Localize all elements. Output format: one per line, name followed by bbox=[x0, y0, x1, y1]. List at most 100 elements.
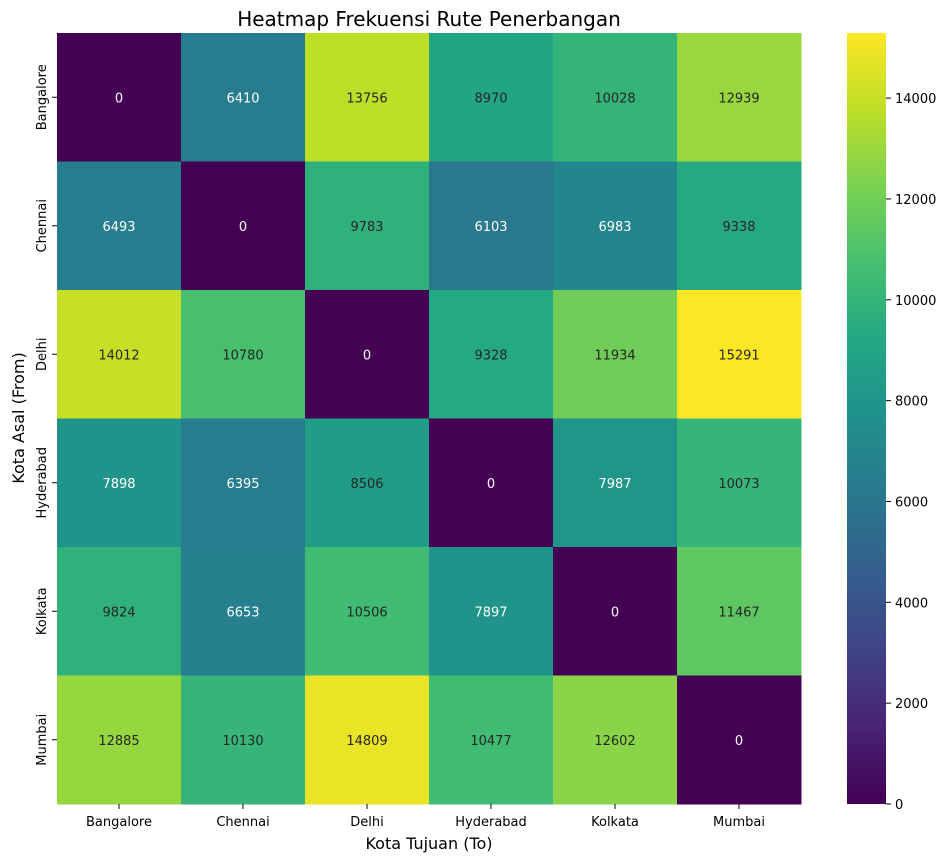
heatmap-cell bbox=[553, 675, 678, 805]
x-axis-label: Kota Tujuan (To) bbox=[365, 834, 492, 853]
heatmap-cell bbox=[677, 418, 802, 548]
x-tick-label: Chennai bbox=[216, 815, 269, 830]
x-tick-label: Mumbai bbox=[713, 815, 765, 830]
y-tick-label: Bangalore bbox=[35, 64, 50, 130]
cell-value-label: 11467 bbox=[718, 605, 759, 620]
y-tick-label: Kolkata bbox=[35, 587, 50, 635]
heatmap-cell bbox=[305, 547, 430, 676]
cell-value-label: 12939 bbox=[718, 91, 759, 106]
cell-value-label: 12602 bbox=[594, 734, 635, 749]
colorbar-tick-label: 12000 bbox=[895, 193, 936, 208]
heatmap-cell bbox=[429, 547, 554, 676]
heatmap-cells: 0 6410 13756 8970 10028 12939 6493 0 9783 6103 698… bbox=[57, 33, 802, 805]
heatmap-cell bbox=[677, 675, 802, 805]
cell-value-label: 0 bbox=[363, 348, 371, 363]
heatmap-cell bbox=[305, 33, 430, 162]
heatmap-cell bbox=[181, 547, 306, 676]
x-tick-label: Kolkata bbox=[591, 815, 639, 830]
cell-value-label: 14012 bbox=[98, 348, 139, 363]
heatmap-cell bbox=[305, 675, 430, 805]
cell-value-label: 7987 bbox=[598, 477, 631, 492]
colorbar-tick-label: 8000 bbox=[895, 395, 928, 410]
cell-value-label: 10477 bbox=[470, 734, 511, 749]
heatmap-cell bbox=[57, 290, 182, 419]
heatmap-cell bbox=[181, 675, 306, 805]
cell-value-label: 6395 bbox=[226, 477, 259, 492]
cell-value-label: 6493 bbox=[102, 220, 135, 235]
cell-value-label: 6653 bbox=[226, 605, 259, 620]
heatmap-cell bbox=[57, 161, 182, 291]
heatmap-cell bbox=[181, 418, 306, 548]
cell-value-label: 8506 bbox=[350, 477, 383, 492]
cell-value-label: 8970 bbox=[474, 91, 507, 106]
heatmap-cell bbox=[677, 290, 802, 419]
colorbar-tick-label: 6000 bbox=[895, 495, 928, 510]
cell-value-label: 0 bbox=[735, 734, 743, 749]
heatmap-cell bbox=[553, 290, 678, 419]
heatmap-cell bbox=[181, 161, 306, 291]
cell-value-label: 14809 bbox=[346, 734, 387, 749]
colorbar-tick-label: 0 bbox=[895, 798, 903, 813]
y-tick-label: Mumbai bbox=[35, 714, 50, 766]
y-axis-ticks: Bangalore Chennai Delhi Hyderabad Kolkata Mum… bbox=[35, 64, 57, 766]
x-tick-label: Bangalore bbox=[86, 815, 152, 830]
cell-value-label: 9328 bbox=[474, 348, 507, 363]
cell-value-label: 6103 bbox=[474, 220, 507, 235]
cell-value-label: 15291 bbox=[718, 348, 759, 363]
colorbar-tick-label: 4000 bbox=[895, 596, 928, 611]
cell-value-label: 0 bbox=[239, 220, 247, 235]
heatmap-cell bbox=[57, 418, 182, 548]
cell-value-label: 9824 bbox=[102, 605, 135, 620]
cell-value-label: 10028 bbox=[594, 91, 635, 106]
x-tick-label: Hyderabad bbox=[455, 815, 527, 830]
cell-value-label: 7898 bbox=[102, 477, 135, 492]
cell-value-label: 0 bbox=[487, 477, 495, 492]
cell-value-label: 10073 bbox=[718, 477, 759, 492]
cell-value-label: 11934 bbox=[594, 348, 635, 363]
cell-value-label: 9783 bbox=[350, 220, 383, 235]
heatmap-cell bbox=[429, 33, 554, 162]
colorbar: 0 2000 4000 6000 8000 10000 12000 14000 bbox=[847, 33, 936, 813]
cell-value-label: 13756 bbox=[346, 91, 387, 106]
colorbar-tick-label: 2000 bbox=[895, 697, 928, 712]
cell-value-label: 6983 bbox=[598, 220, 631, 235]
x-tick-label: Delhi bbox=[350, 815, 383, 830]
heatmap-cell bbox=[305, 418, 430, 548]
cell-value-label: 10130 bbox=[222, 734, 263, 749]
heatmap-cell bbox=[429, 161, 554, 291]
heatmap-cell bbox=[677, 547, 802, 676]
heatmap-cell bbox=[677, 33, 802, 162]
heatmap-cell bbox=[181, 33, 306, 162]
cell-value-label: 7897 bbox=[474, 605, 507, 620]
cell-value-label: 0 bbox=[611, 605, 619, 620]
y-tick-label: Delhi bbox=[35, 338, 50, 371]
heatmap-cell bbox=[429, 675, 554, 805]
heatmap-cell bbox=[305, 161, 430, 291]
colorbar-tick-label: 14000 bbox=[895, 92, 936, 107]
cell-value-label: 9338 bbox=[722, 220, 755, 235]
heatmap-cell bbox=[553, 33, 678, 162]
heatmap-cell bbox=[429, 418, 554, 548]
chart-title: Heatmap Frekuensi Rute Penerbangan bbox=[237, 7, 621, 31]
heatmap-cell bbox=[181, 290, 306, 419]
heatmap-cell bbox=[305, 290, 430, 419]
colorbar-gradient bbox=[847, 33, 886, 804]
cell-value-label: 6410 bbox=[226, 91, 259, 106]
heatmap-cell bbox=[429, 290, 554, 419]
colorbar-tick-label: 10000 bbox=[895, 294, 936, 309]
cell-value-label: 10506 bbox=[346, 605, 387, 620]
y-tick-label: Hyderabad bbox=[35, 447, 50, 519]
heatmap-cell bbox=[57, 547, 182, 676]
y-tick-label: Chennai bbox=[35, 199, 50, 252]
cell-value-label: 10780 bbox=[222, 348, 263, 363]
heatmap-cell bbox=[57, 675, 182, 805]
heatmap-cell bbox=[553, 547, 678, 676]
x-axis-ticks: Bangalore Chennai Delhi Hyderabad Kolkata Mum… bbox=[86, 804, 765, 830]
heatmap-cell bbox=[553, 418, 678, 548]
heatmap-cell bbox=[677, 161, 802, 291]
heatmap-cell bbox=[553, 161, 678, 291]
y-axis-label: Kota Asal (From) bbox=[9, 352, 28, 483]
heatmap-cell bbox=[57, 33, 182, 162]
cell-value-label: 12885 bbox=[98, 734, 139, 749]
